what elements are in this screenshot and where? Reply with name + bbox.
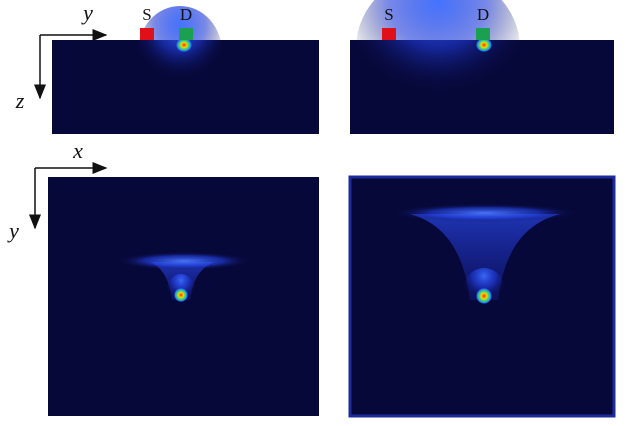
source-contact [140, 28, 154, 40]
field-glow [138, 6, 222, 98]
source-contact [382, 28, 396, 40]
axis-label: x [72, 138, 83, 163]
hot-spot [176, 38, 192, 52]
field-band [393, 204, 577, 222]
drain-label: D [477, 5, 489, 24]
hot-spot [476, 38, 492, 52]
source-label: S [142, 5, 151, 24]
axis-label: y [7, 218, 19, 243]
source-label: S [384, 5, 393, 24]
drain-label: D [180, 5, 192, 24]
drain-contact [476, 28, 490, 40]
axis-label: z [15, 88, 25, 113]
axis-label: y [81, 0, 93, 25]
drain-contact [179, 28, 193, 40]
field-band [118, 252, 250, 270]
hot-spot [476, 288, 492, 304]
hot-spot [174, 288, 188, 302]
field-funnel [410, 214, 560, 300]
